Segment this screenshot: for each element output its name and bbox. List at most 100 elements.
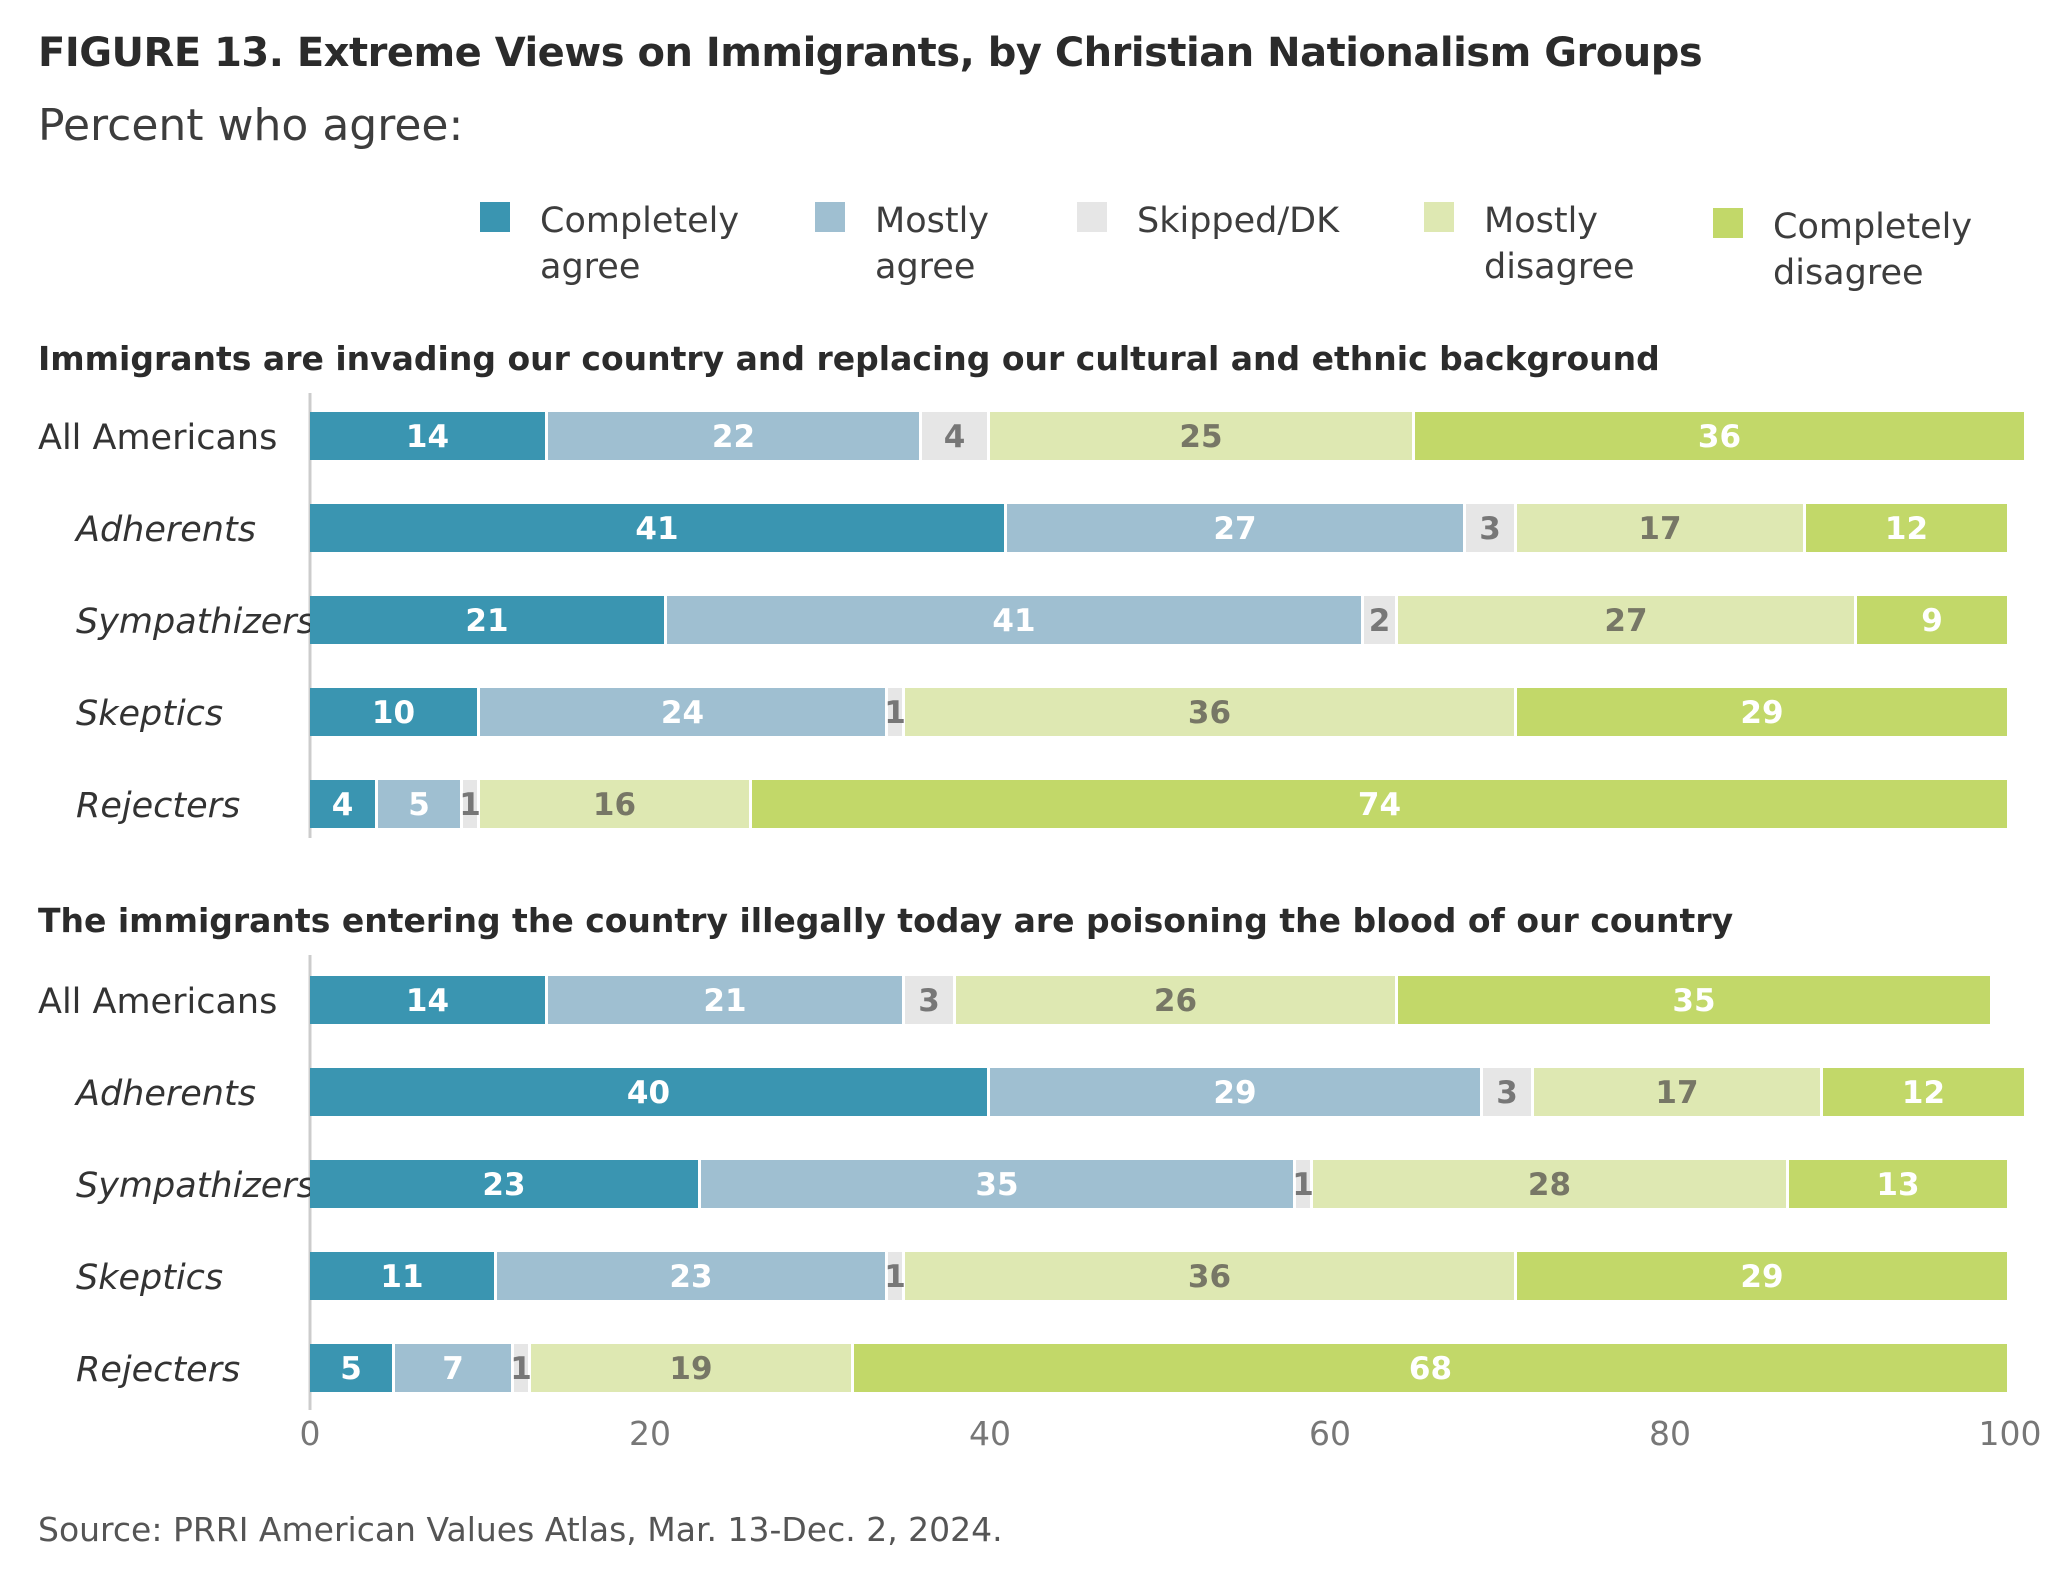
data-label: 4 bbox=[332, 787, 354, 823]
data-label: 21 bbox=[465, 603, 508, 639]
bar-segment bbox=[1534, 1068, 1820, 1116]
bar-segment bbox=[395, 1344, 511, 1392]
data-label: 27 bbox=[1604, 603, 1647, 639]
data-label: 36 bbox=[1698, 419, 1741, 455]
data-label: 2 bbox=[1369, 603, 1391, 639]
bar-segment bbox=[310, 504, 1004, 552]
bar-segment bbox=[990, 412, 1412, 460]
category-label: Adherents bbox=[74, 1074, 256, 1114]
data-label: 24 bbox=[661, 695, 704, 731]
data-label: 41 bbox=[635, 511, 678, 547]
category-label: Sympathizers bbox=[76, 602, 315, 642]
data-label: 19 bbox=[669, 1351, 712, 1387]
category-label: All Americans bbox=[38, 982, 277, 1022]
bar-segment bbox=[1313, 1160, 1786, 1208]
bar-segment bbox=[310, 780, 375, 828]
bar-segment bbox=[888, 688, 902, 736]
bar-segment bbox=[956, 976, 1395, 1024]
bar-segment bbox=[310, 688, 477, 736]
x-tick-label: 80 bbox=[1649, 1414, 1691, 1453]
bar-segment bbox=[310, 412, 545, 460]
bar-segment bbox=[310, 1252, 494, 1300]
bar-segment bbox=[752, 780, 2007, 828]
bar-segment bbox=[1398, 976, 1990, 1024]
bar-segment bbox=[514, 1344, 528, 1392]
data-label: 12 bbox=[1885, 511, 1928, 547]
data-label: 10 bbox=[372, 695, 415, 731]
bar-segment bbox=[1296, 1160, 1310, 1208]
category-label: Skeptics bbox=[76, 694, 223, 734]
data-label: 5 bbox=[340, 1351, 362, 1387]
bar-segment bbox=[701, 1160, 1293, 1208]
data-label: 26 bbox=[1154, 983, 1197, 1019]
bar-segment bbox=[1517, 688, 2007, 736]
category-label: Rejecters bbox=[76, 1350, 240, 1390]
data-label: 1 bbox=[884, 695, 906, 731]
source-note: Source: PRRI American Values Atlas, Mar.… bbox=[38, 1510, 1003, 1549]
panel-title: Immigrants are invading our country and … bbox=[38, 339, 1660, 378]
data-label: 74 bbox=[1358, 787, 1401, 823]
bar-segment bbox=[310, 1160, 698, 1208]
bar-segment bbox=[548, 412, 919, 460]
data-label: 3 bbox=[1479, 511, 1501, 547]
bar-segment bbox=[548, 976, 902, 1024]
data-label: 36 bbox=[1188, 1259, 1231, 1295]
data-label: 29 bbox=[1740, 1259, 1783, 1295]
bar-segment bbox=[1806, 504, 2007, 552]
bar-segment bbox=[310, 976, 545, 1024]
data-label: 14 bbox=[406, 983, 449, 1019]
bar-segment bbox=[905, 976, 953, 1024]
bar-segment bbox=[1517, 1252, 2007, 1300]
data-label: 23 bbox=[669, 1259, 712, 1295]
category-label: All Americans bbox=[38, 418, 277, 458]
bar-segment bbox=[905, 1252, 1514, 1300]
bar-segment bbox=[1007, 504, 1463, 552]
data-label: 27 bbox=[1213, 511, 1256, 547]
bar-segment bbox=[1789, 1160, 2007, 1208]
data-label: 1 bbox=[510, 1351, 532, 1387]
data-label: 1 bbox=[459, 787, 481, 823]
data-label: 1 bbox=[884, 1259, 906, 1295]
data-label: 25 bbox=[1179, 419, 1222, 455]
x-tick-label: 40 bbox=[969, 1414, 1011, 1453]
data-label: 12 bbox=[1902, 1075, 1945, 1111]
category-label: Skeptics bbox=[76, 1258, 223, 1298]
bar-segment bbox=[480, 780, 749, 828]
data-label: 35 bbox=[1672, 983, 1715, 1019]
category-label: Rejecters bbox=[76, 786, 240, 826]
bar-segment bbox=[1415, 412, 2024, 460]
data-label: 3 bbox=[1496, 1075, 1518, 1111]
bar-segment bbox=[1857, 596, 2007, 644]
chart-panel-1: Immigrants are invading our country and … bbox=[38, 339, 2024, 838]
data-label: 29 bbox=[1740, 695, 1783, 731]
category-label: Adherents bbox=[74, 510, 256, 550]
data-label: 9 bbox=[1921, 603, 1943, 639]
bar-segment bbox=[310, 596, 664, 644]
data-label: 17 bbox=[1638, 511, 1681, 547]
bar-segment bbox=[310, 1344, 392, 1392]
bar-segment bbox=[1483, 1068, 1531, 1116]
x-tick-label: 100 bbox=[1979, 1414, 2042, 1453]
data-label: 13 bbox=[1876, 1167, 1919, 1203]
category-label: Sympathizers bbox=[76, 1166, 315, 1206]
stacked-bar-chart: Immigrants are invading our country and … bbox=[38, 339, 2042, 1453]
bar-segment bbox=[310, 1068, 987, 1116]
bar-segment bbox=[378, 780, 460, 828]
bar-segment bbox=[905, 688, 1514, 736]
data-label: 7 bbox=[442, 1351, 464, 1387]
bar-segment bbox=[1364, 596, 1395, 644]
data-label: 5 bbox=[408, 787, 430, 823]
bar-segment bbox=[667, 596, 1361, 644]
data-label: 23 bbox=[482, 1167, 525, 1203]
x-tick-label: 20 bbox=[629, 1414, 671, 1453]
data-label: 36 bbox=[1188, 695, 1231, 731]
data-label: 22 bbox=[712, 419, 755, 455]
data-label: 35 bbox=[975, 1167, 1018, 1203]
bar-segment bbox=[480, 688, 885, 736]
chart-panel-2: The immigrants entering the country ille… bbox=[38, 901, 2042, 1453]
data-label: 11 bbox=[380, 1259, 423, 1295]
data-label: 14 bbox=[406, 419, 449, 455]
bar-segment bbox=[531, 1344, 851, 1392]
bar-segment bbox=[1823, 1068, 2024, 1116]
data-label: 1 bbox=[1292, 1167, 1314, 1203]
